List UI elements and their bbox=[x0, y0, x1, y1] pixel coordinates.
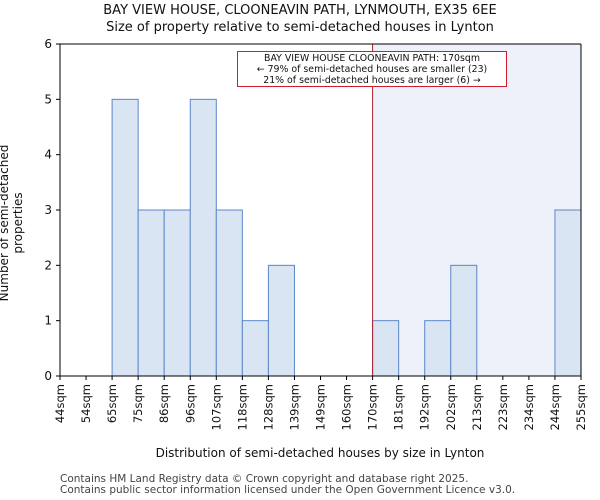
x-tick-label: 75sqm bbox=[131, 384, 145, 423]
y-tick-label: 6 bbox=[44, 37, 52, 51]
bar-192sqm bbox=[424, 320, 452, 377]
bar-75sqm bbox=[137, 209, 165, 377]
x-tick-label: 65sqm bbox=[105, 384, 119, 423]
bar-96sqm bbox=[189, 98, 217, 377]
bar-86sqm bbox=[163, 209, 191, 377]
x-axis-label: Distribution of semi-detached houses by … bbox=[155, 446, 485, 460]
x-tick-label: 192sqm bbox=[418, 384, 432, 430]
y-tick-label: 0 bbox=[44, 369, 52, 383]
annotation-line-1: BAY VIEW HOUSE CLOONEAVIN PATH: 170sqm bbox=[264, 53, 480, 64]
chart-title: BAY VIEW HOUSE, CLOONEAVIN PATH, LYNMOUT… bbox=[103, 3, 497, 18]
bar-118sqm bbox=[241, 320, 269, 377]
bar-202sqm bbox=[450, 264, 478, 377]
x-tick-label: 96sqm bbox=[183, 384, 197, 423]
x-tick-label: 181sqm bbox=[392, 384, 406, 430]
x-tick-label: 128sqm bbox=[261, 384, 275, 430]
x-tick-label: 223sqm bbox=[496, 384, 510, 430]
x-tick-label: 255sqm bbox=[574, 384, 588, 430]
y-tick-label: 5 bbox=[44, 92, 52, 106]
x-tick-label: 234sqm bbox=[522, 384, 536, 430]
annotation-box: BAY VIEW HOUSE CLOONEAVIN PATH: 170sqm ←… bbox=[237, 51, 507, 87]
x-tick-label: 213sqm bbox=[470, 384, 484, 430]
y-tick-label: 1 bbox=[44, 314, 52, 328]
x-tick-label: 86sqm bbox=[157, 384, 171, 423]
footer-copyright: Contains HM Land Registry data © Crown c… bbox=[60, 473, 469, 485]
x-tick-label: 54sqm bbox=[79, 384, 93, 423]
y-axis-ticks: 0 1 2 3 4 5 6 bbox=[44, 37, 60, 383]
x-tick-label: 118sqm bbox=[235, 384, 249, 430]
y-tick-label: 2 bbox=[44, 258, 52, 272]
bar-128sqm bbox=[267, 264, 295, 377]
x-tick-label: 244sqm bbox=[548, 384, 562, 430]
bar-170sqm bbox=[372, 320, 400, 377]
bars bbox=[111, 98, 582, 377]
y-tick-label: 4 bbox=[44, 148, 52, 162]
annotation-line-2: ← 79% of semi-detached houses are smalle… bbox=[256, 64, 488, 75]
footer-licence: Contains public sector information licen… bbox=[60, 484, 516, 496]
annotation-line-3: 21% of semi-detached houses are larger (… bbox=[263, 75, 481, 86]
x-tick-label: 160sqm bbox=[340, 384, 354, 430]
x-tick-label: 107sqm bbox=[209, 384, 223, 430]
y-axis-label: Number of semi-detached properties bbox=[0, 144, 25, 302]
y-tick-label: 3 bbox=[44, 203, 52, 217]
chart-subtitle: Size of property relative to semi-detach… bbox=[106, 20, 494, 35]
x-tick-label: 149sqm bbox=[314, 384, 328, 430]
x-tick-label: 170sqm bbox=[366, 384, 380, 430]
bar-244sqm bbox=[554, 209, 582, 377]
x-axis-ticks: 44sqm 54sqm 65sqm 75sqm 86sqm 96sqm 107sqm 118s… bbox=[53, 376, 588, 430]
x-tick-label: 44sqm bbox=[53, 384, 67, 423]
x-tick-label: 139sqm bbox=[287, 384, 301, 430]
bar-65sqm bbox=[111, 98, 139, 377]
bar-107sqm bbox=[215, 209, 243, 377]
x-tick-label: 202sqm bbox=[444, 384, 458, 430]
